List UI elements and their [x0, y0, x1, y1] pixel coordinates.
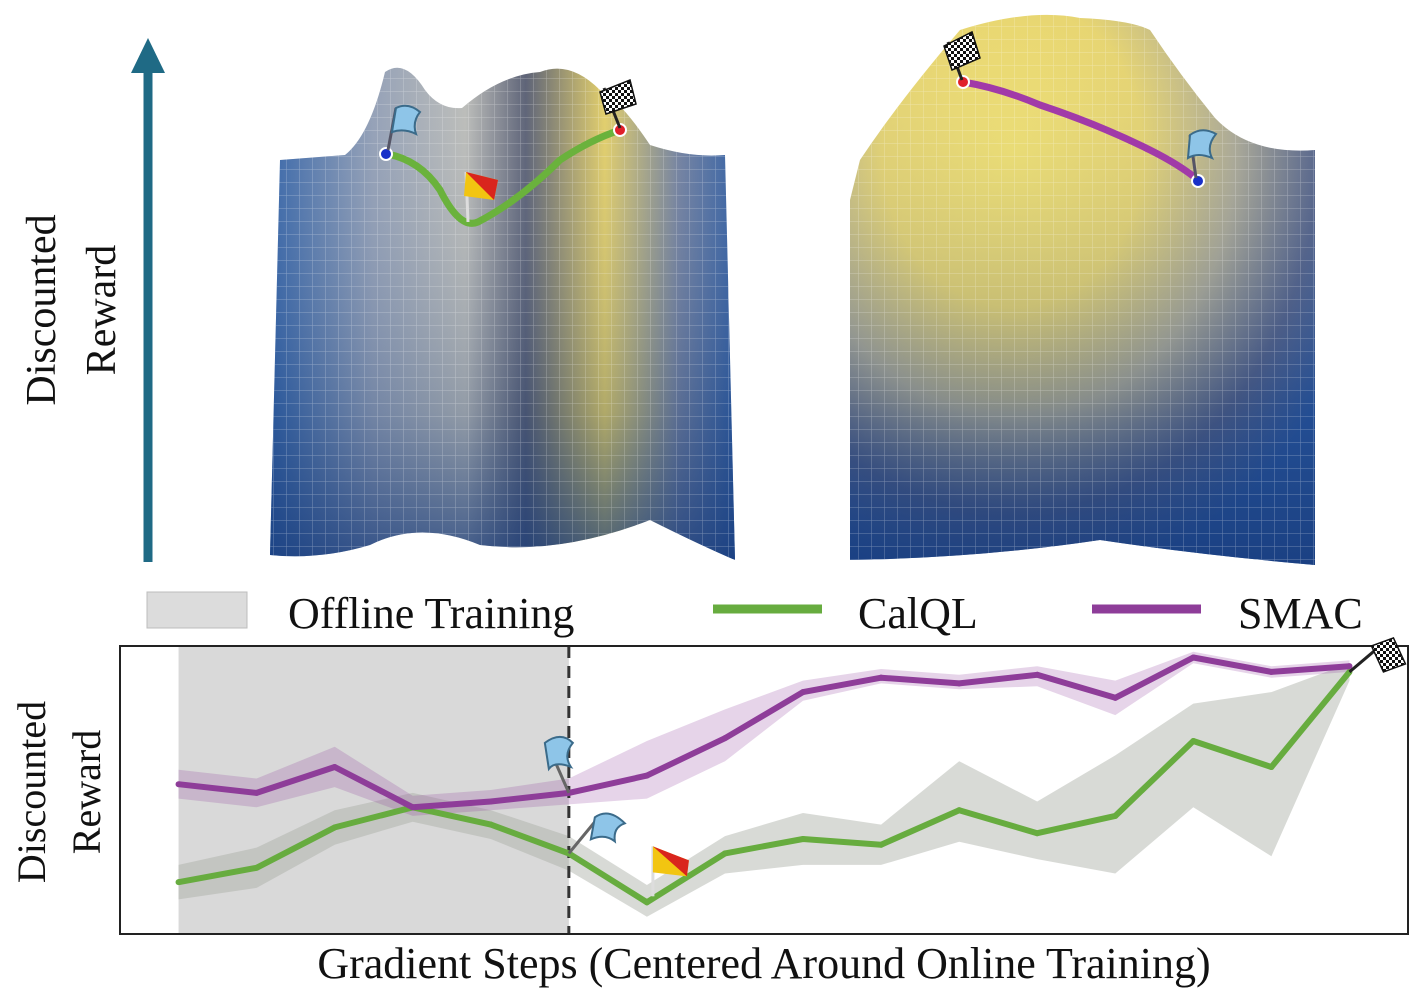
plot-frame [119, 645, 1409, 935]
red-yellow-flag-icon [464, 171, 498, 223]
smac-end-dot [1191, 174, 1205, 188]
light-blue-flag-icon [386, 104, 422, 151]
legend-smac-label: SMAC [1238, 589, 1363, 638]
calql-confidence-band [178, 663, 1350, 917]
smac-point [1112, 694, 1119, 701]
checkered-flag-icon [599, 78, 637, 129]
calql-point [878, 841, 885, 848]
smac-point [1268, 668, 1275, 675]
smac-landscape-surface [850, 14, 1315, 565]
smac-point [1034, 671, 1041, 678]
legend: Offline Training CalQL SMAC [146, 589, 1363, 638]
smac-point [175, 781, 182, 788]
confidence-bands [178, 651, 1350, 917]
smac-confidence-band [178, 651, 1350, 816]
smac-surface-path [959, 78, 1202, 184]
top-axis-label-line1: Discounted [19, 214, 65, 405]
smac-point [409, 804, 416, 811]
calql-point [1112, 812, 1119, 819]
smac-point [1190, 654, 1197, 661]
smac-point [643, 772, 650, 779]
checkered-flag-icon [1348, 636, 1407, 674]
calql-point [331, 824, 338, 831]
calql-online-start-flag-icon [567, 812, 627, 855]
y-axis-label-line1: Discounted [9, 701, 54, 883]
legend-offline-label: Offline Training [288, 589, 574, 638]
series-lines [175, 654, 1353, 906]
smac-point [487, 798, 494, 805]
legend-offline-swatch [146, 591, 248, 629]
smac-point [956, 680, 963, 687]
calql-start-dot [379, 147, 393, 161]
smac-start-dot [956, 75, 970, 89]
smac-point [253, 789, 260, 796]
x-axis-label: Gradient Steps (Centered Around Online T… [317, 939, 1210, 988]
calql-point [487, 821, 494, 828]
chart-markers [543, 636, 1407, 897]
top-axis-label-line2: Reward [79, 245, 125, 376]
red-yellow-flag-icon [651, 846, 689, 897]
top-reward-axis: Discounted Reward [19, 38, 165, 562]
y-axis-label-line2: Reward [64, 730, 109, 854]
calql-point [721, 850, 728, 857]
reward-arrow-head [131, 38, 165, 73]
calql-point [253, 864, 260, 871]
light-blue-flag-icon [1186, 129, 1218, 179]
calql-point [800, 835, 807, 842]
smac-point [331, 763, 338, 770]
calql-point [1190, 738, 1197, 745]
smac-point [1346, 663, 1353, 670]
smac-point [721, 735, 728, 742]
smac-point [878, 674, 885, 681]
calql-landscape-surface [270, 67, 735, 560]
smac-point [800, 689, 807, 696]
checkered-flag-icon [943, 30, 981, 81]
calql-line [177, 669, 1352, 906]
calql-point [956, 807, 963, 814]
smac-line [178, 654, 1350, 811]
calql-surface-path [383, 126, 624, 227]
calql-point [643, 899, 650, 906]
smac-online-start-flag-icon [543, 735, 575, 794]
calql-point [1034, 830, 1041, 837]
legend-calql-label: CalQL [858, 589, 978, 638]
calql-point [175, 879, 182, 886]
calql-point [1268, 763, 1275, 770]
reward-chart: Gradient Steps (Centered Around Online T… [9, 636, 1409, 988]
